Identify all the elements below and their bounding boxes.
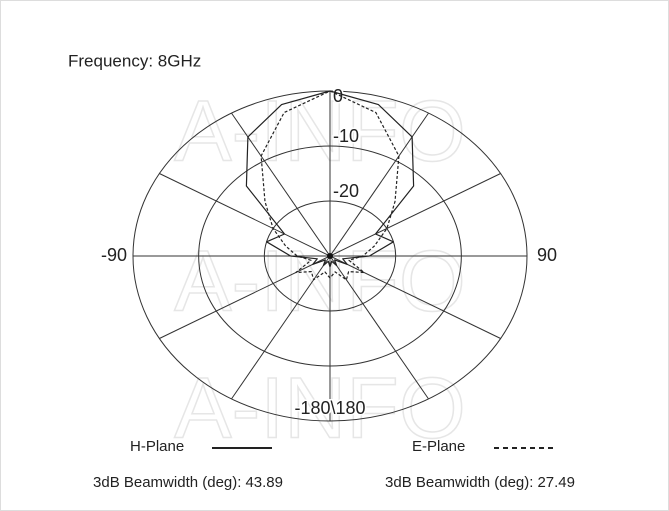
watermark: A-INFO — [174, 361, 465, 457]
spoke — [329, 173, 501, 257]
legend-label: H-Plane — [130, 438, 184, 455]
spoke — [159, 173, 331, 257]
beamwidth: 3dB Beamwidth (deg): 27.49 — [385, 474, 575, 491]
beamwidth-label: 3dB Beamwidth (deg): — [93, 474, 241, 491]
watermark: A-INFO — [174, 84, 465, 180]
theta-label: 90 — [537, 245, 557, 265]
beamwidth-value: 27.49 — [537, 474, 575, 491]
spoke — [329, 255, 501, 339]
beamwidth: 3dB Beamwidth (deg): 43.89 — [93, 474, 283, 491]
beamwidth-value: 43.89 — [245, 474, 283, 491]
watermark: A-INFO — [174, 234, 465, 330]
ring-label: 0 — [333, 86, 343, 106]
pattern-line — [260, 90, 400, 281]
theta-label: -180\180 — [294, 398, 365, 418]
beamwidth-label: 3dB Beamwidth (deg): — [385, 474, 533, 491]
chart-title: Frequency: 8GHz — [68, 51, 201, 70]
legend-label: E-Plane — [412, 438, 465, 455]
ring-label: -20 — [333, 181, 359, 201]
spoke — [159, 255, 331, 339]
ring-label: -10 — [333, 126, 359, 146]
theta-label: -90 — [101, 245, 127, 265]
center-dot — [327, 253, 333, 259]
spoke — [329, 255, 429, 400]
